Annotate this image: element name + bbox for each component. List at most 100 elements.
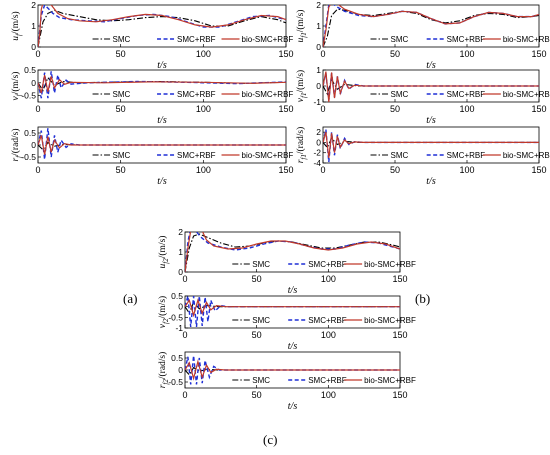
y-label-subscript: f (15, 93, 23, 96)
y-tick-label: 2 (316, 0, 321, 10)
legend-label: SMC (113, 35, 131, 44)
x-axis-label: t/s (157, 115, 167, 126)
legend-label: SMC (252, 260, 270, 269)
y-label-subscript: f2 (162, 379, 170, 385)
axes-frame (322, 126, 540, 164)
y-tick-label: 1 (178, 247, 183, 257)
y-tick-label: -0.5 (168, 312, 183, 322)
y-axis-label: rf1/(rad/s) (295, 127, 308, 164)
y-label-unit: /(rad/s) (157, 352, 168, 379)
x-tick-label: 100 (196, 49, 211, 59)
y-tick-label: 2 (31, 0, 36, 10)
y-axis-label: rf/(rad/s) (10, 128, 23, 161)
legend-label: bio-SMC+RBF (503, 35, 550, 44)
x-tick-label: 100 (321, 390, 336, 400)
y-tick-label: 0.5 (24, 65, 36, 75)
legend-label: bio-SMC+RBF (503, 151, 550, 160)
x-tick-label: 50 (390, 104, 400, 114)
x-axis-label: t/s (288, 285, 298, 296)
y-label-subscript: f (15, 33, 23, 36)
series-line-smc-rbf (185, 232, 400, 272)
x-tick-label: 50 (390, 49, 400, 59)
subplot-c-u: 0 50 100 150 0 1 2 t/s uf2/(m/s) SMC SMC+RBF bio-SM… (157, 227, 416, 296)
series-line-bio-smc-rbf (323, 71, 539, 102)
subplot-a-r: 0 50 100 150 -0.5 0 0.5 t/s rf/(rad/s) SMC SMC+RBF… (10, 126, 294, 187)
legend-label: SMC (252, 376, 270, 385)
y-tick-label: 0.5 (24, 128, 36, 138)
x-tick-label: 50 (252, 330, 262, 340)
x-tick-label: 100 (459, 104, 474, 114)
y-label-subscript: f1 (300, 154, 308, 159)
y-label-subscript: f1 (300, 93, 308, 98)
y-tick-label: -0.5 (21, 152, 36, 162)
y-axis-label: rf2/(rad/s) (157, 352, 170, 389)
x-tick-label: 100 (321, 330, 336, 340)
x-tick-label: 0 (182, 274, 187, 284)
y-label-main: u (11, 36, 21, 41)
subplot-a-v: 0 50 100 150 -0.5 0 0.5 t/s vf/(m/s) SMC SMC+RBF bi… (10, 65, 294, 126)
y-tick-label: 1 (316, 21, 321, 31)
y-axis-label: uf/(m/s) (10, 11, 23, 40)
subplot-c-r: 0 50 100 150 -0.5 0 0.5 t/s rf2/(rad/s) SMC SMC+RB… (157, 351, 416, 412)
y-tick-label: -4 (313, 158, 321, 168)
y-tick-label: 1 (316, 65, 321, 75)
y-label-unit: /(rad/s) (10, 128, 21, 155)
y-tick-label: 0 (178, 302, 183, 312)
y-axis-label: uf2/(m/s) (157, 236, 170, 269)
y-tick-label: 0 (316, 137, 321, 147)
y-tick-label: 0.5 (171, 291, 183, 301)
y-label-unit: /(m/s) (295, 70, 306, 93)
y-tick-label: 2 (316, 127, 321, 137)
y-tick-label: 0 (316, 81, 321, 91)
y-label-main: v (11, 95, 21, 100)
legend-label: SMC+RBF (447, 151, 486, 160)
axes-frame (184, 231, 401, 273)
x-tick-label: 0 (320, 49, 325, 59)
y-axis-label: vf2/(m/s) (157, 296, 170, 328)
y-label-unit: /(m/s) (157, 236, 168, 259)
x-tick-label: 0 (35, 104, 40, 114)
subplot-b-u: 0 50 100 150 0 1 2 t/s uf1/(m/s) SMC SMC+RBF bio-SM… (295, 0, 550, 71)
y-tick-label: -0.5 (21, 91, 36, 101)
series-line-smc (38, 9, 286, 47)
x-tick-label: 0 (182, 330, 187, 340)
y-tick-label: -0.5 (168, 377, 183, 387)
y-axis-label: vf/(m/s) (10, 72, 23, 101)
x-axis-label: t/s (426, 60, 436, 71)
x-tick-label: 50 (390, 165, 400, 175)
legend-label: SMC+RBF (308, 376, 347, 385)
x-axis-label: t/s (426, 115, 436, 126)
legend-label: SMC (391, 90, 409, 99)
legend-label: SMC (252, 316, 270, 325)
x-tick-label: 150 (278, 165, 293, 175)
legend-label: bio-SMC+RBF (242, 90, 294, 99)
series-line-bio-smc-rbf (38, 74, 286, 94)
series-line-bio-smc-rbf (185, 298, 400, 318)
y-label-unit: /(rad/s) (295, 127, 306, 154)
y-label-subscript: f (15, 155, 23, 158)
x-tick-label: 50 (252, 390, 262, 400)
y-label-unit: /(m/s) (157, 296, 168, 319)
y-label-main: r (158, 384, 168, 388)
x-tick-label: 0 (320, 104, 325, 114)
x-axis-label: t/s (157, 60, 167, 71)
y-label-subscript: f2 (162, 318, 170, 324)
subplot-a-u: 0 50 100 150 0 1 2 t/s uf/(m/s) SMC SMC+RBF bio-SMC… (10, 0, 294, 71)
y-label-main: u (296, 37, 306, 42)
panel-label-b: (b) (415, 291, 431, 306)
series-line-bio-smc-rbf (38, 5, 286, 47)
y-tick-label: 0 (31, 78, 36, 88)
panel-label-a: (a) (123, 291, 138, 306)
axes-frame (184, 295, 401, 329)
y-label-main: v (158, 323, 168, 328)
y-label-main: v (296, 97, 306, 102)
y-tick-label: 0 (31, 42, 36, 52)
y-axis-label: vf1/(m/s) (295, 70, 308, 102)
x-tick-label: 150 (278, 104, 293, 114)
y-label-main: r (296, 159, 306, 163)
x-axis-label: t/s (157, 176, 167, 187)
x-axis-label: t/s (288, 401, 298, 412)
y-label-subscript: f1 (300, 32, 308, 37)
